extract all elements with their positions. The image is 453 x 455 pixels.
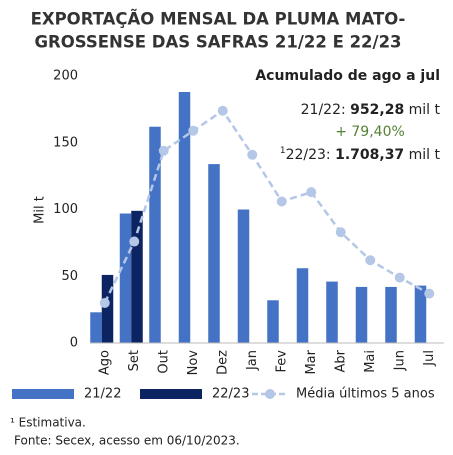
y-tick-label: 150 (53, 135, 78, 150)
line-marker (188, 125, 199, 136)
annotation-unit: mil t (409, 147, 441, 163)
x-tick-label: Mar (304, 349, 319, 374)
annotation-unit: mil t (409, 102, 441, 118)
annotation-label: 22/23: (286, 147, 331, 163)
legend-swatch (265, 389, 275, 399)
x-tick-label: Mai (363, 350, 378, 373)
footnote: ¹ Estimativa. (10, 416, 86, 430)
bar (149, 126, 161, 343)
x-tick-label: Fev (274, 350, 289, 373)
legend-swatch (12, 389, 74, 399)
x-tick-label: Out (156, 350, 171, 374)
bar (385, 286, 397, 343)
bar (131, 210, 143, 343)
annotation: 21/22: 952,28 mil t (301, 102, 441, 118)
bar (90, 312, 102, 343)
line (103, 108, 430, 304)
annotation-value: 1.708,37 (335, 147, 404, 163)
line-marker (99, 297, 110, 308)
y-axis-label: Mil t (33, 196, 48, 224)
y-tick-label: 50 (61, 269, 78, 284)
x-tick-label: Abr (333, 349, 348, 372)
legend-swatch (140, 389, 202, 399)
bar (296, 268, 309, 343)
bar (326, 281, 338, 343)
chart-title: EXPORTAÇÃO MENSAL DA PLUMA MATO- (31, 10, 406, 29)
x-tick-label: Set (127, 350, 142, 371)
annotation-value: 952,28 (350, 102, 404, 118)
line-marker (335, 227, 346, 238)
x-tick-label: Jan (245, 350, 260, 371)
y-tick-label: 0 (70, 336, 78, 351)
line-marker (247, 149, 258, 160)
line-marker (306, 187, 317, 198)
y-tick-label: 200 (53, 69, 78, 84)
bar (208, 164, 220, 343)
x-tick-label: Nov (186, 350, 201, 376)
x-tick-label: Ago (97, 350, 112, 375)
line-marker (217, 105, 228, 116)
y-tick-label: 100 (53, 202, 78, 217)
bar (237, 209, 250, 343)
bar (101, 274, 114, 343)
line-marker (276, 196, 287, 207)
legend-label: 22/23 (212, 387, 249, 402)
line-marker (129, 236, 140, 247)
legend-label: Média últimos 5 anos (296, 387, 435, 402)
x-tick-label: Jul (422, 350, 437, 367)
chart-title: GROSSENSE DAS SAFRAS 21/22 E 22/23 (34, 33, 401, 52)
annotation-change: + 79,40% (335, 124, 405, 140)
annotation-label: 21/22: (301, 102, 346, 118)
annotation-superscript: 1 (280, 146, 286, 156)
line-marker (424, 288, 435, 299)
annotation-heading: Acumulado de ago a jul (255, 68, 440, 84)
x-tick-label: Jun (392, 350, 407, 371)
bar (119, 213, 132, 343)
annotation: 122/23: 1.708,37 mil t (280, 146, 441, 164)
bar (178, 92, 191, 344)
bar (355, 286, 368, 343)
bar (267, 300, 279, 343)
bar (414, 285, 427, 343)
line-marker (158, 145, 169, 156)
line-marker (394, 272, 405, 283)
x-tick-label: Dez (215, 350, 230, 375)
legend-label: 21/22 (84, 387, 121, 402)
footnote: Fonte: Secex, acesso em 06/10/2023. (14, 434, 240, 448)
line-marker (365, 255, 376, 266)
